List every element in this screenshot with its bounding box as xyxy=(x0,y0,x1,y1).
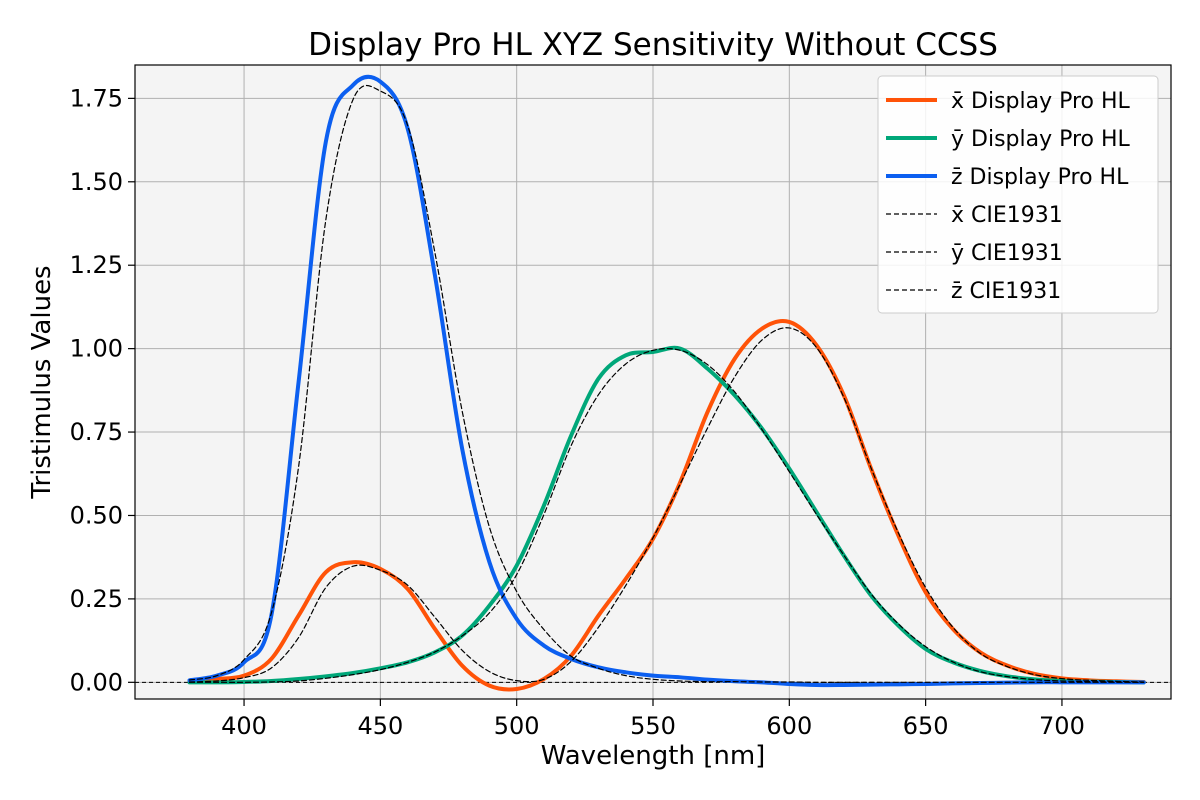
series-group xyxy=(187,74,1146,692)
x-tick-label: 600 xyxy=(766,712,812,740)
y-tick-label: 0.75 xyxy=(70,418,123,446)
y-tick-label: 0.00 xyxy=(70,668,123,696)
y-tick-label: 0.50 xyxy=(70,501,123,529)
y-tick-label: 1.00 xyxy=(70,335,123,363)
x-axis-ticks: 400 450 500 550 600 650 700 xyxy=(221,699,1085,740)
y-tick-label: 1.75 xyxy=(70,84,123,112)
y-tick-label: 1.50 xyxy=(70,168,123,196)
legend-label-y-bar-display-pro-hl: ȳ Display Pro HL xyxy=(951,127,1131,152)
series-line-y-bar-cie1931 xyxy=(188,347,1145,683)
x-tick-label: 550 xyxy=(630,712,676,740)
series-line-z-bar-display-pro-hl xyxy=(187,74,1146,688)
y-tick-label: 1.25 xyxy=(70,251,123,279)
y-tick-label: 0.25 xyxy=(70,585,123,613)
x-tick-label: 500 xyxy=(494,712,540,740)
series-line-x-bar-cie1931 xyxy=(188,327,1145,683)
legend-label-x-bar-display-pro-hl: x̄ Display Pro HL xyxy=(951,89,1131,114)
legend-label-z-bar-cie1931: z̄ CIE1931 xyxy=(951,279,1061,304)
chart-title: Display Pro HL XYZ Sensitivity Without C… xyxy=(308,27,998,63)
legend: x̄ Display Pro HL ȳ Display Pro HL z̄ Disp… xyxy=(877,75,1159,314)
legend-label-z-bar-display-pro-hl: z̄ Display Pro HL xyxy=(951,165,1129,190)
legend-box xyxy=(877,75,1159,314)
x-tick-label: 650 xyxy=(903,712,949,740)
x-tick-label: 700 xyxy=(1039,712,1085,740)
x-axis-label: Wavelength [nm] xyxy=(541,741,766,771)
y-axis-label: Tristimulus Values xyxy=(27,265,57,499)
x-tick-label: 400 xyxy=(221,712,267,740)
x-tick-label: 450 xyxy=(357,712,403,740)
series-line-y-bar-display-pro-hl xyxy=(187,345,1146,685)
legend-label-x-bar-cie1931: x̄ CIE1931 xyxy=(951,203,1063,228)
y-axis-ticks: 0.00 0.25 0.50 0.75 1.00 1.25 1.50 1.75 xyxy=(70,84,135,696)
legend-label-y-bar-cie1931: ȳ CIE1931 xyxy=(951,241,1063,266)
series-line-z-bar-cie1931 xyxy=(188,84,1145,683)
